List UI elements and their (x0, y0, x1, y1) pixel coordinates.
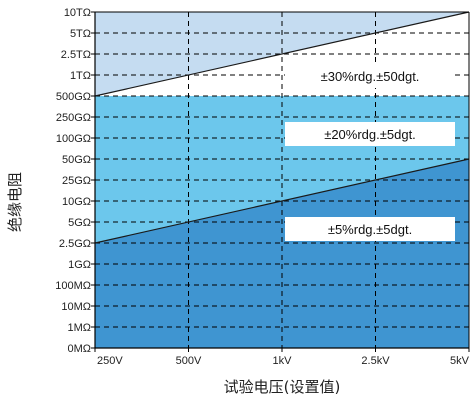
y-tick-label: 10TΩ (64, 7, 91, 19)
zone-label-box: ±5%rdg.±5dgt. (285, 217, 455, 241)
y-tick-label: 25GΩ (62, 175, 91, 187)
y-tick-label: 50GΩ (62, 154, 91, 166)
zone-label-background (285, 64, 455, 88)
y-tick-label: 5GΩ (68, 217, 91, 229)
y-axis-label: 绝缘电阻 (6, 172, 24, 232)
y-tick-label: 2.5GΩ (59, 238, 91, 250)
x-axis-label: 试验电压(设置值) (224, 378, 341, 396)
y-tick-label: 5TΩ (70, 28, 91, 40)
zone-label: ±5%rdg.±5dgt. (328, 222, 412, 237)
zone-label-background (285, 122, 455, 146)
x-tick-label: 5kV (450, 355, 470, 367)
y-tick-label: 100MΩ (55, 280, 91, 292)
y-tick-label: 250GΩ (56, 112, 91, 124)
x-tick-label: 1kV (273, 355, 293, 367)
zone-label: ±30%rdg.±50dgt. (321, 69, 420, 84)
zone-boundary-line (94, 158, 470, 244)
x-tick-label: 2.5kV (361, 355, 390, 367)
x-tick-label: 250V (97, 355, 123, 367)
y-tick-label: 1GΩ (68, 259, 91, 271)
zone-label-box: ±30%rdg.±50dgt. (285, 64, 455, 88)
y-tick-label: 0MΩ (67, 343, 91, 355)
y-tick-label: 10MΩ (61, 301, 91, 313)
y-tick-label: 1MΩ (67, 322, 91, 334)
zone-label: ±20%rdg.±5dgt. (324, 127, 416, 142)
y-tick-label: 1TΩ (70, 70, 91, 82)
y-tick-label: 100GΩ (56, 133, 91, 145)
y-tick-label: 500GΩ (56, 91, 91, 103)
zone-boundary-line (94, 11, 470, 97)
y-tick-label: 2.5TΩ (61, 49, 91, 61)
x-tick-label: 500V (176, 355, 202, 367)
y-tick-label: 10GΩ (62, 196, 91, 208)
zone-label-background (285, 217, 455, 241)
zone-label-box: ±20%rdg.±5dgt. (285, 122, 455, 146)
